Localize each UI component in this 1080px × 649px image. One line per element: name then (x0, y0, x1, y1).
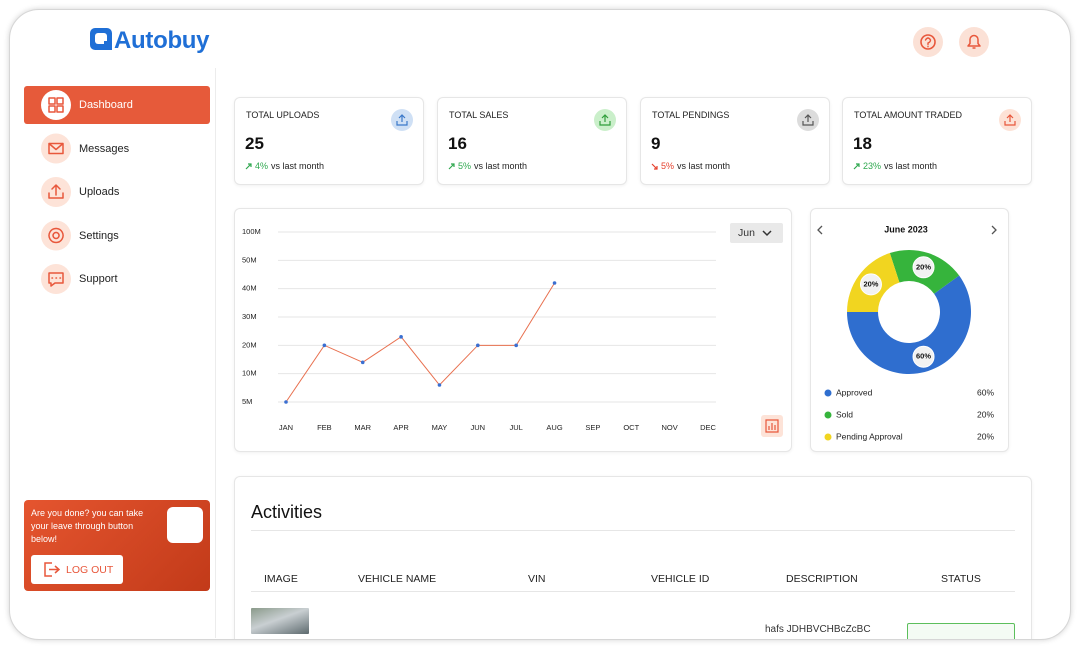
logout-image (167, 507, 203, 543)
column-header: VIN (528, 573, 546, 585)
nav-icon-background (41, 133, 71, 164)
vehicle-image (251, 608, 309, 634)
stat-note: vs last month (271, 161, 325, 171)
stat-note: vs last month (474, 161, 528, 171)
help-button[interactable] (913, 27, 943, 57)
stat-note: vs last month (884, 161, 938, 171)
line-chart-card (234, 208, 792, 452)
column-header: VEHICLE ID (651, 573, 710, 585)
logout-message: Are you done? you can take your leave th… (31, 508, 144, 544)
stat-value: 16 (448, 134, 467, 153)
app-frame: 5M 10M 20M 30M 40M 50M 100M JAN FEB MAR APR MAY JUN J… (9, 9, 1071, 640)
activities-divider (251, 530, 1015, 531)
nav-icon-background (41, 220, 71, 251)
sidebar-divider (215, 68, 216, 638)
nav-item[interactable]: Messages (79, 142, 130, 155)
stat-title: TOTAL AMOUNT TRADED (854, 110, 963, 120)
stat-change: 4% (255, 161, 269, 171)
stat-note: vs last month (677, 161, 731, 171)
stat-value: 9 (651, 134, 661, 153)
nav-icon (48, 227, 64, 244)
nav-item[interactable]: Uploads (79, 186, 120, 198)
nav-icon-background (41, 177, 71, 207)
logo-icon-inner (95, 33, 107, 44)
vehicle-description: hafs JDHBVCHBcZcBC (765, 624, 871, 635)
stat-title: TOTAL SALES (449, 110, 509, 120)
period-dropdown[interactable] (730, 223, 783, 243)
nav-icon (48, 184, 64, 199)
app-content: 5M 10M 20M 30M 40M 50M 100M JAN FEB MAR APR MAY JUN J… (10, 10, 1070, 639)
nav-item[interactable]: Settings (79, 229, 119, 242)
notifications-button[interactable] (959, 27, 989, 57)
activities-title: Activities (251, 502, 323, 522)
header-divider (251, 591, 1015, 592)
activities-card (234, 476, 1032, 639)
brand-name: Autobuy (114, 27, 210, 54)
column-header: DESCRIPTION (786, 573, 858, 585)
nav-item[interactable]: Support (79, 273, 118, 285)
nav-icon (48, 142, 64, 155)
status-badge (907, 623, 1015, 639)
period-label[interactable]: Jun (738, 227, 755, 239)
stat-change: 5% (458, 161, 472, 171)
chart-type-button[interactable] (761, 415, 783, 437)
column-header: STATUS (941, 573, 981, 585)
help-icon-mark (924, 37, 932, 48)
stat-change: 5% (661, 161, 675, 171)
stat-change: 23% (863, 161, 882, 171)
stat-title: TOTAL UPLOADS (246, 110, 320, 120)
nav-icon (48, 272, 64, 287)
donut-card (810, 208, 1009, 452)
stat-title: TOTAL PENDINGS (652, 110, 730, 120)
logo-icon-notch (104, 41, 112, 50)
stat-value: 25 (245, 134, 264, 153)
logo-icon (90, 28, 112, 50)
nav-icon-background (41, 264, 71, 294)
logout-button-label[interactable]: LOG OUT (66, 564, 114, 576)
column-header: IMAGE (264, 573, 298, 585)
nav-item[interactable]: Dashboard (79, 99, 133, 111)
help-icon (920, 34, 936, 50)
bell-icon (967, 34, 981, 49)
column-header: VEHICLE NAME (358, 573, 437, 585)
stat-value: 18 (853, 134, 872, 153)
